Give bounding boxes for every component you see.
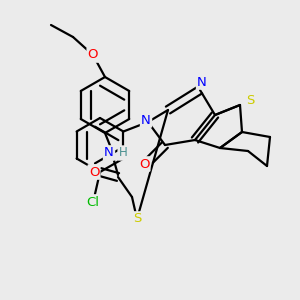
Text: O: O [89,166,99,178]
Text: S: S [133,212,141,226]
Text: N: N [104,146,114,160]
Text: O: O [88,49,98,62]
Text: N: N [141,113,151,127]
Text: N: N [197,76,207,88]
Text: Cl: Cl [86,196,100,208]
Text: O: O [139,158,149,170]
Text: S: S [246,94,254,106]
Text: H: H [118,146,127,160]
